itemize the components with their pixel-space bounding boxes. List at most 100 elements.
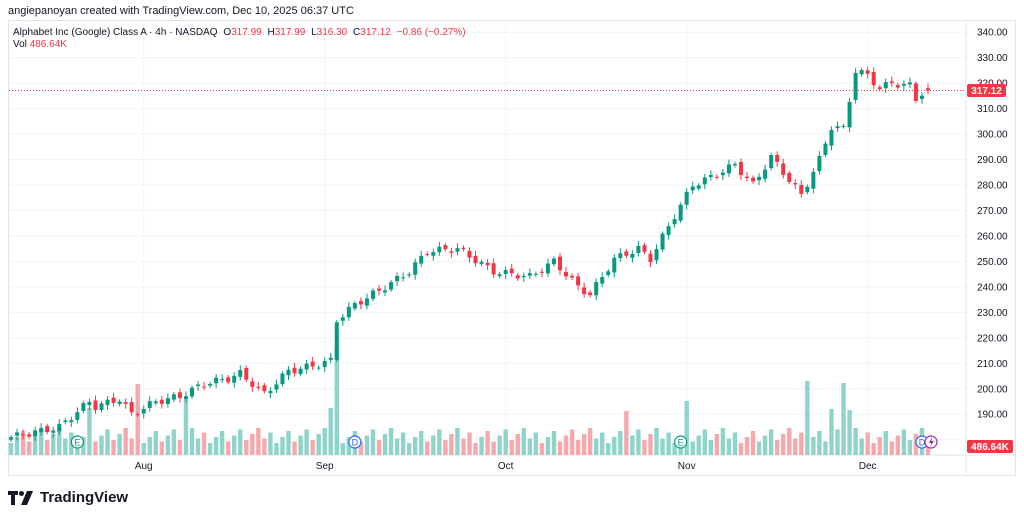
volume-bar [238, 429, 243, 455]
earnings-marker [674, 435, 688, 449]
volume-bar [328, 408, 333, 455]
volume-bar [286, 431, 291, 455]
candle-body [521, 275, 526, 278]
volume-bar [207, 443, 213, 455]
candle-body [805, 186, 810, 193]
candle-body [467, 250, 472, 258]
volume-bar [642, 440, 647, 455]
candle-body [636, 245, 641, 253]
candle-body [87, 401, 92, 406]
x-tick-label: Oct [498, 461, 514, 472]
y-tick-label: 240.00 [977, 282, 1008, 293]
candle-body [407, 274, 412, 276]
volume-bar [431, 435, 436, 455]
volume-bar [859, 438, 864, 455]
volume-bar [515, 434, 520, 455]
candle-body [147, 401, 152, 408]
candle-body [473, 255, 478, 264]
volume-bar [606, 443, 611, 455]
candle-body [606, 271, 611, 276]
last-price-badge-text: 317.12 [971, 86, 1002, 97]
open-label: O [223, 27, 232, 38]
candle-body [413, 262, 418, 275]
volume-bar [690, 441, 695, 455]
candle-body [853, 72, 858, 100]
candle-body [292, 367, 297, 374]
volume-bar [298, 435, 303, 455]
volume-bar [569, 429, 575, 455]
volume-bar [901, 429, 907, 455]
x-tick-label: Nov [678, 461, 696, 472]
volume-bar [322, 428, 327, 455]
volume-bar [768, 429, 774, 455]
dividend-marker-text: D [352, 438, 359, 448]
volume-bar [20, 431, 26, 455]
volume-bar [334, 347, 339, 455]
candle-body [208, 383, 213, 386]
volume-bar [793, 438, 798, 455]
candle-body [425, 253, 430, 255]
volume-bar [871, 443, 876, 455]
candle-body [738, 161, 743, 175]
volume-bar [256, 428, 261, 455]
candle-body [431, 252, 436, 256]
dividend-marker [348, 435, 362, 449]
candle-body [509, 268, 514, 274]
volume-bar [268, 432, 273, 455]
volume-bar [376, 440, 382, 455]
volume-bar [189, 428, 195, 455]
high-label: H [267, 27, 275, 38]
candle-body [27, 434, 32, 437]
volume-bar [581, 434, 587, 455]
candle-body [280, 373, 285, 385]
volume-bar [449, 434, 454, 455]
volume-bar [666, 432, 671, 455]
candle-body [177, 392, 182, 399]
candle-body [823, 143, 828, 155]
earnings-marker-text: E [74, 438, 80, 448]
candle-body [256, 386, 261, 388]
close-label: C [353, 27, 361, 38]
x-tick-label: Dec [859, 461, 877, 472]
candle-body [389, 282, 394, 290]
volume-bar [829, 409, 834, 455]
volume-bar [473, 443, 478, 455]
volume-bar [437, 429, 442, 455]
volume-bar [8, 443, 14, 455]
candle-body [45, 426, 50, 433]
volume-bar [774, 440, 780, 455]
volume-bar [835, 429, 840, 455]
volume-bar [340, 443, 346, 455]
volume-bar [636, 429, 641, 455]
volume-bar [527, 438, 533, 455]
volume-bar [304, 429, 309, 455]
candle-body [141, 408, 146, 414]
candle-body [570, 275, 575, 278]
volume-bar [358, 441, 364, 455]
tradingview-brand[interactable]: TradingView [8, 489, 128, 506]
candle-body [702, 177, 707, 185]
candle-body [135, 414, 140, 416]
candle-body [322, 360, 327, 368]
volume-bar [87, 408, 92, 455]
volume-bar [587, 428, 593, 455]
candle-body [449, 251, 454, 253]
candle-body [111, 397, 116, 403]
y-tick-label: 270.00 [977, 206, 1008, 217]
candle-body [787, 172, 792, 182]
candle-body [226, 377, 231, 383]
volume-bar [817, 431, 822, 455]
candle-body [612, 257, 617, 273]
candle-body [648, 253, 653, 263]
candle-body [63, 420, 68, 422]
candle-body [564, 272, 569, 277]
volume-bar [883, 431, 888, 455]
volume-bar [413, 437, 418, 455]
volume-bar [292, 441, 297, 455]
candle-body [33, 430, 38, 437]
candle-body [539, 271, 544, 273]
symbol-name[interactable]: Alphabet Inc (Google) Class A · 4h · NAS… [13, 27, 218, 38]
volume-bar [183, 400, 189, 455]
volume-bar [726, 438, 732, 455]
